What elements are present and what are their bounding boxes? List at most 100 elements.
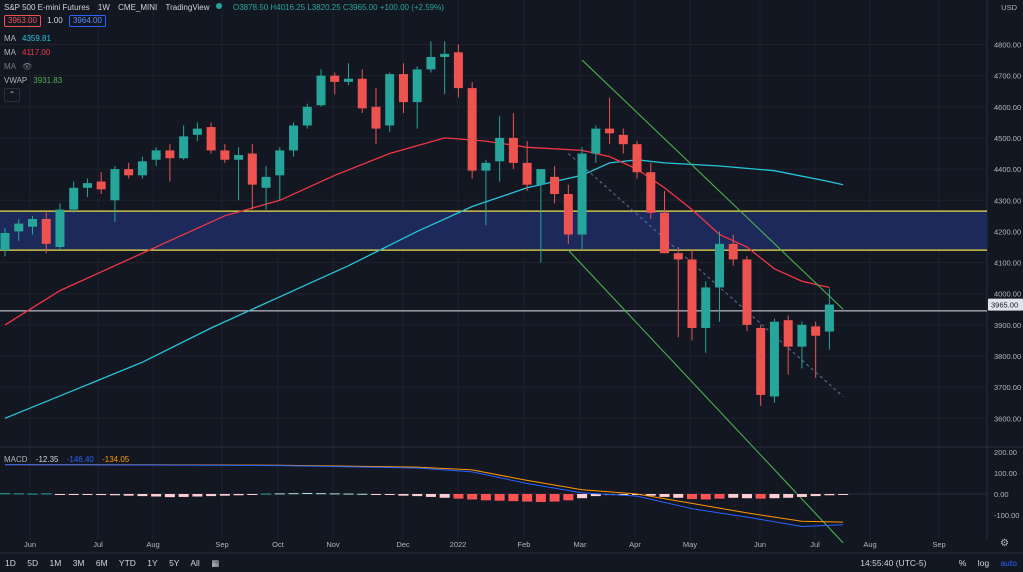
range-1d[interactable]: 1D <box>5 558 16 568</box>
percent-toggle[interactable]: % <box>958 558 967 568</box>
macd-tick-label: 0.00 <box>994 490 1009 499</box>
collapse-legend-icon[interactable]: ⌃ <box>4 88 20 102</box>
close-value: C3965.00 <box>342 3 378 12</box>
price-tick-label: 4400.00 <box>994 165 1021 174</box>
macd-histogram-bar <box>796 494 807 497</box>
price-tick-label: 4600.00 <box>994 103 1021 112</box>
hidden-eye-icon[interactable]: 👁 <box>22 62 33 71</box>
candle-body <box>220 150 230 160</box>
time-tick-label: Dec <box>396 540 410 549</box>
candle-body <box>55 209 65 247</box>
ma-legend-2[interactable]: MA 4117.00 <box>4 47 50 58</box>
ma-legend-3[interactable]: MA 👁 <box>4 61 32 72</box>
time-tick-label: May <box>683 540 697 549</box>
macd-histogram-bar <box>302 492 313 494</box>
range-5y[interactable]: 5Y <box>169 558 180 568</box>
macd-histogram-bar <box>54 494 65 495</box>
candle-body <box>124 169 134 176</box>
log-toggle[interactable]: log <box>977 558 990 568</box>
candle-body <box>687 259 697 328</box>
candle-body <box>357 78 367 109</box>
vwap-value: 3931.83 <box>33 76 63 85</box>
candle-body <box>426 56 436 70</box>
candle-body <box>605 128 615 134</box>
candle-body <box>165 150 175 159</box>
candle-body <box>467 88 477 171</box>
range-ytd[interactable]: YTD <box>118 558 136 568</box>
macd-histogram-bar <box>123 494 134 496</box>
macd-histogram-bar <box>755 494 766 499</box>
macd-tick-label: -100.00 <box>994 511 1019 520</box>
source: TradingView <box>165 3 210 12</box>
ma-legend-1[interactable]: MA 4359.81 <box>4 33 51 44</box>
macd-histogram-bar <box>370 494 381 495</box>
candle-body <box>508 137 518 163</box>
price-tick-label: 4300.00 <box>994 196 1021 205</box>
bid-button[interactable]: 3963.00 <box>4 15 41 27</box>
symbol-name[interactable]: S&P 500 E-mini Futures <box>4 3 90 12</box>
macd-label: MACD <box>4 455 28 464</box>
macd-histogram-bar <box>343 493 354 495</box>
candle-body <box>646 172 656 213</box>
macd-hist-value: -12.35 <box>35 455 59 464</box>
range-6m[interactable]: 6M <box>95 558 108 568</box>
macd-histogram-bar <box>151 494 162 497</box>
last-price-badge <box>988 298 1023 311</box>
clock[interactable]: 14:55:40 (UTC-5) <box>860 558 927 568</box>
interval[interactable]: 1W <box>97 3 110 12</box>
candle-body <box>27 218 37 227</box>
macd-histogram-bar <box>41 493 52 495</box>
range-1m[interactable]: 1M <box>49 558 62 568</box>
candle-body <box>701 287 711 328</box>
macd-legend[interactable]: MACD -12.35 -146.40 -134.05 <box>4 454 129 465</box>
market-open-icon <box>215 3 222 9</box>
macd-histogram-bar <box>618 494 629 495</box>
candle-body <box>344 78 353 82</box>
candle-body <box>151 150 161 160</box>
macd-histogram-bar <box>480 494 491 501</box>
open-value: O3878.50 <box>233 3 269 12</box>
candle-body <box>481 162 491 171</box>
candle-body <box>824 304 834 332</box>
macd-histogram-bar <box>522 494 533 502</box>
candle-body <box>714 243 724 288</box>
macd-histogram-bar <box>68 494 79 495</box>
macd-histogram-bar <box>316 493 327 495</box>
macd-histogram-bar <box>783 494 794 498</box>
ask-button[interactable]: 3964.00 <box>68 15 106 27</box>
vwap-legend[interactable]: VWAP 3931.83 <box>4 75 62 86</box>
macd-histogram-bar <box>659 494 670 497</box>
date-range-icon[interactable]: ▦ <box>211 558 220 568</box>
macd-pane <box>0 464 987 528</box>
time-axis[interactable]: Jun Jul Aug Sep Oct Nov Dec 2022 Feb Mar Apr May Jun… <box>0 540 1023 554</box>
range-all[interactable]: All <box>190 558 200 568</box>
candle-body <box>371 106 381 129</box>
macd-histogram-bar <box>590 494 601 497</box>
range-1y[interactable]: 1Y <box>147 558 158 568</box>
range-5d[interactable]: 5D <box>27 558 39 568</box>
time-tick-label: Jun <box>754 540 766 549</box>
macd-histogram-bar <box>82 494 93 495</box>
price-tick-label: 4100.00 <box>994 259 1021 268</box>
macd-histogram-bar <box>412 494 423 497</box>
macd-histogram-bar <box>769 494 780 499</box>
price-axis[interactable]: 4800.00 4700.00 4600.00 4500.00 4400.00 4300.… <box>988 41 1023 550</box>
macd-histogram-bar <box>577 494 588 499</box>
candle-body <box>206 127 216 151</box>
bid-ask: 3963.00 1.00 3964.00 <box>4 15 106 27</box>
macd-histogram-bar <box>178 494 189 497</box>
range-3m[interactable]: 3M <box>72 558 85 568</box>
macd-line <box>4 464 844 528</box>
candle-body <box>302 106 312 126</box>
price-tick-label: 4500.00 <box>994 134 1021 143</box>
channel-mid-line <box>567 153 844 397</box>
candle-body <box>316 75 326 106</box>
candle-body <box>234 155 244 160</box>
macd-histogram-bar <box>563 494 574 501</box>
candle-body <box>522 162 532 185</box>
candle-body <box>783 320 793 347</box>
candle-body <box>756 327 766 395</box>
auto-toggle[interactable]: auto <box>1000 558 1017 568</box>
time-tick-label: Apr <box>629 540 641 549</box>
